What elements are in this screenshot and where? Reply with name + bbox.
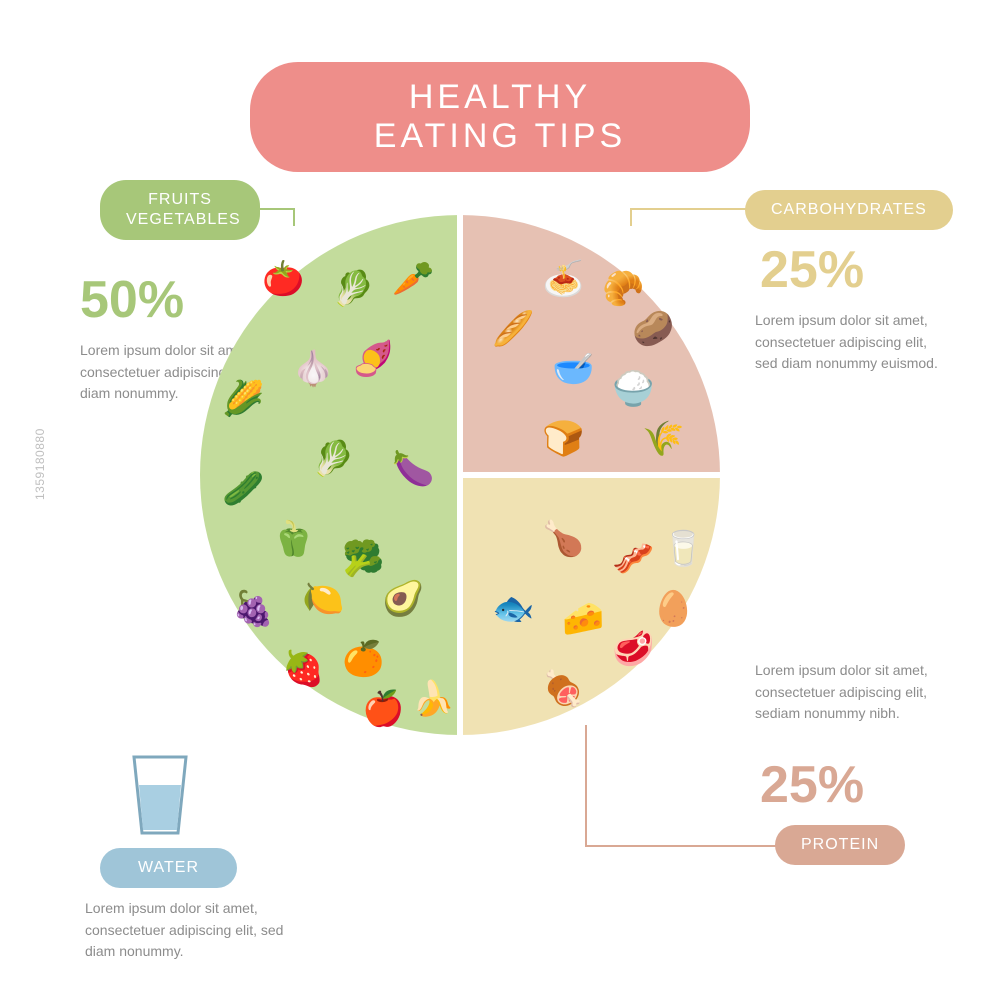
percent-carbohydrates: 25% xyxy=(760,240,864,300)
watermark-id: 1359180880 xyxy=(33,428,47,500)
body-protein: Lorem ipsum dolor sit amet, consectetuer… xyxy=(755,660,945,725)
main-title: HEALTHY EATING TIPS xyxy=(250,62,750,172)
connector-prot-h xyxy=(585,845,777,847)
slice-protein xyxy=(460,215,720,475)
label-protein: PROTEIN xyxy=(775,825,905,865)
label-water: WATER xyxy=(100,848,237,888)
slice-carbohydrates xyxy=(460,475,720,735)
water-glass-icon xyxy=(130,755,190,835)
body-water: Lorem ipsum dolor sit amet, consectetuer… xyxy=(85,898,315,963)
percent-protein: 25% xyxy=(760,755,864,815)
food-plate-pie xyxy=(200,215,720,735)
connector-carb-h xyxy=(630,208,746,210)
connector-prot-v xyxy=(585,725,587,845)
label-carbohydrates: CARBOHYDRATES xyxy=(745,190,953,230)
connector-fv-h xyxy=(258,208,295,210)
percent-fruits-vegetables: 50% xyxy=(80,270,184,330)
label-line1: FRUITS xyxy=(148,191,212,208)
slice-fruits_vegetables xyxy=(200,215,460,735)
body-carbohydrates: Lorem ipsum dolor sit amet, consectetuer… xyxy=(755,310,940,375)
